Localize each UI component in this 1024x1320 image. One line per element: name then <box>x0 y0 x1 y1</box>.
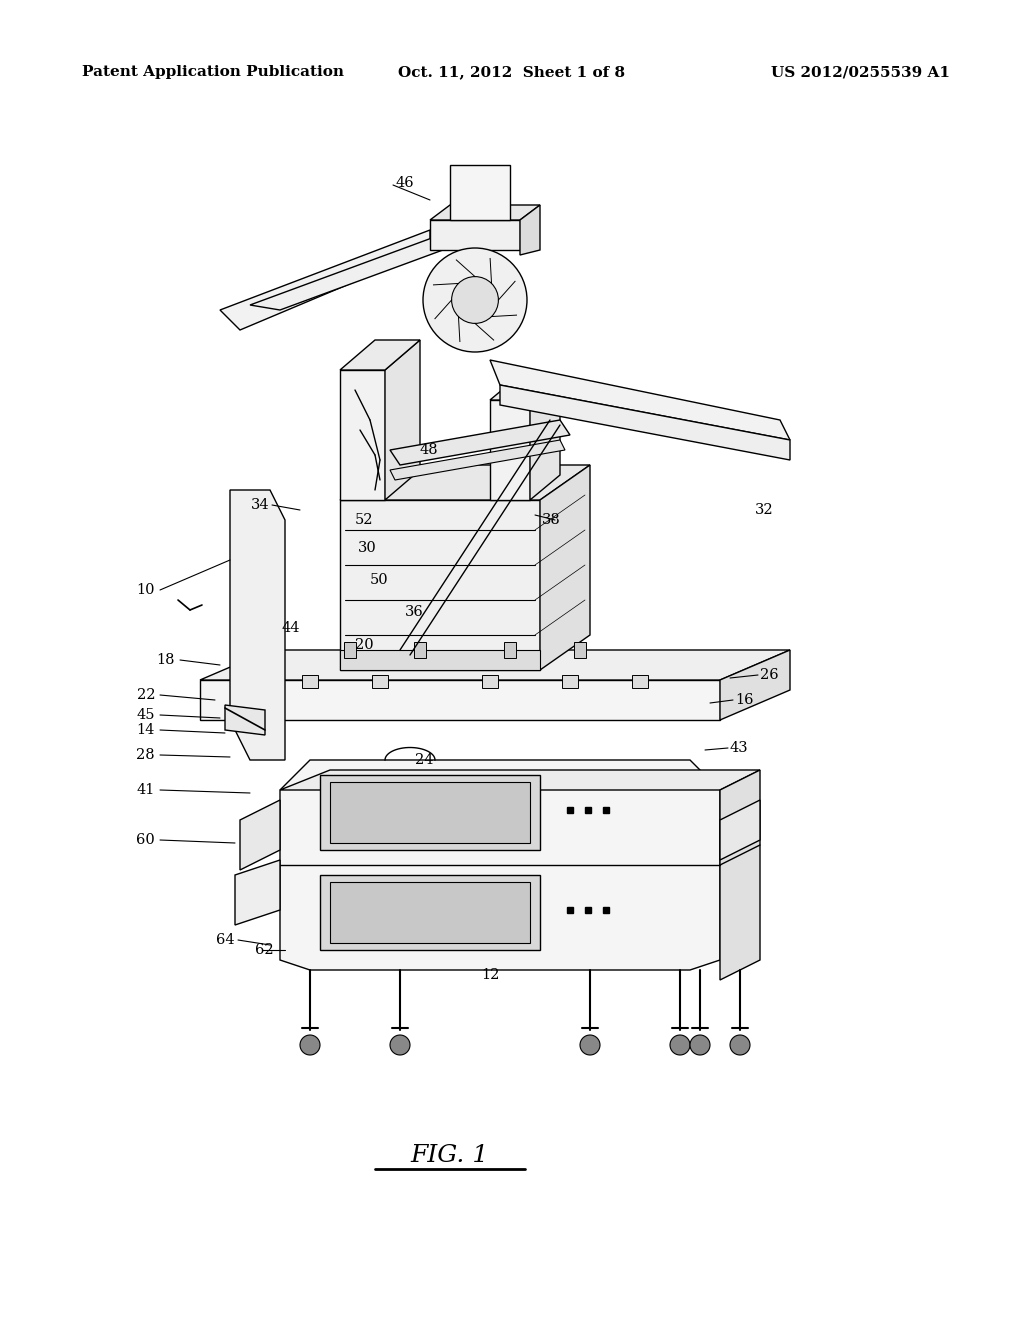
Circle shape <box>580 1035 600 1055</box>
Circle shape <box>670 1035 690 1055</box>
Polygon shape <box>490 360 790 440</box>
Polygon shape <box>430 205 540 220</box>
Text: 38: 38 <box>542 513 561 527</box>
Text: 14: 14 <box>136 723 155 737</box>
Text: US 2012/0255539 A1: US 2012/0255539 A1 <box>771 65 950 79</box>
Text: 28: 28 <box>136 748 155 762</box>
Polygon shape <box>220 230 430 330</box>
Text: 44: 44 <box>282 620 300 635</box>
Polygon shape <box>250 235 470 310</box>
Circle shape <box>452 277 499 323</box>
Text: 10: 10 <box>136 583 155 597</box>
Polygon shape <box>319 875 540 950</box>
Polygon shape <box>574 642 586 657</box>
Polygon shape <box>200 680 720 719</box>
Polygon shape <box>540 465 590 671</box>
Text: 52: 52 <box>355 513 374 527</box>
Polygon shape <box>344 642 356 657</box>
Polygon shape <box>319 775 540 850</box>
Polygon shape <box>450 165 510 220</box>
Polygon shape <box>302 675 318 688</box>
Polygon shape <box>330 781 530 843</box>
Text: 34: 34 <box>251 498 270 512</box>
Text: 43: 43 <box>730 741 749 755</box>
Polygon shape <box>390 420 570 465</box>
Polygon shape <box>390 440 565 480</box>
Text: 64: 64 <box>216 933 234 946</box>
Polygon shape <box>330 882 530 942</box>
Text: 48: 48 <box>420 444 438 457</box>
Polygon shape <box>340 649 540 671</box>
Text: 62: 62 <box>255 942 273 957</box>
Polygon shape <box>280 760 720 970</box>
Text: 36: 36 <box>406 605 424 619</box>
Text: FIG. 1: FIG. 1 <box>411 1143 489 1167</box>
Text: 12: 12 <box>481 968 499 982</box>
Circle shape <box>730 1035 750 1055</box>
Polygon shape <box>225 705 265 735</box>
Circle shape <box>423 248 527 352</box>
Polygon shape <box>230 490 285 760</box>
Text: Patent Application Publication: Patent Application Publication <box>82 65 344 79</box>
Polygon shape <box>504 642 516 657</box>
Polygon shape <box>280 770 760 789</box>
Polygon shape <box>430 220 520 249</box>
Polygon shape <box>340 465 590 500</box>
Polygon shape <box>490 375 560 400</box>
Text: 30: 30 <box>358 541 377 554</box>
Polygon shape <box>530 375 560 500</box>
Polygon shape <box>632 675 648 688</box>
Text: 50: 50 <box>370 573 389 587</box>
Text: 18: 18 <box>157 653 175 667</box>
Polygon shape <box>340 370 385 500</box>
Polygon shape <box>385 341 420 500</box>
Polygon shape <box>720 800 760 861</box>
Text: 32: 32 <box>755 503 773 517</box>
Polygon shape <box>720 770 760 979</box>
Text: 45: 45 <box>136 708 155 722</box>
Text: Oct. 11, 2012  Sheet 1 of 8: Oct. 11, 2012 Sheet 1 of 8 <box>398 65 626 79</box>
Text: 60: 60 <box>136 833 155 847</box>
Circle shape <box>390 1035 410 1055</box>
Polygon shape <box>520 205 540 255</box>
Polygon shape <box>482 675 498 688</box>
Polygon shape <box>414 642 426 657</box>
Circle shape <box>690 1035 710 1055</box>
Polygon shape <box>490 400 530 500</box>
Text: 24: 24 <box>415 752 433 767</box>
Text: 46: 46 <box>395 176 414 190</box>
Polygon shape <box>200 649 790 680</box>
Text: 20: 20 <box>355 638 374 652</box>
Text: 22: 22 <box>136 688 155 702</box>
Polygon shape <box>720 649 790 719</box>
Polygon shape <box>234 861 280 925</box>
Circle shape <box>300 1035 319 1055</box>
Text: 16: 16 <box>735 693 754 708</box>
Text: 26: 26 <box>760 668 778 682</box>
Text: 41: 41 <box>136 783 155 797</box>
Polygon shape <box>340 500 540 671</box>
Polygon shape <box>562 675 578 688</box>
Polygon shape <box>240 800 280 870</box>
Polygon shape <box>500 385 790 459</box>
Polygon shape <box>372 675 388 688</box>
Polygon shape <box>340 341 420 370</box>
